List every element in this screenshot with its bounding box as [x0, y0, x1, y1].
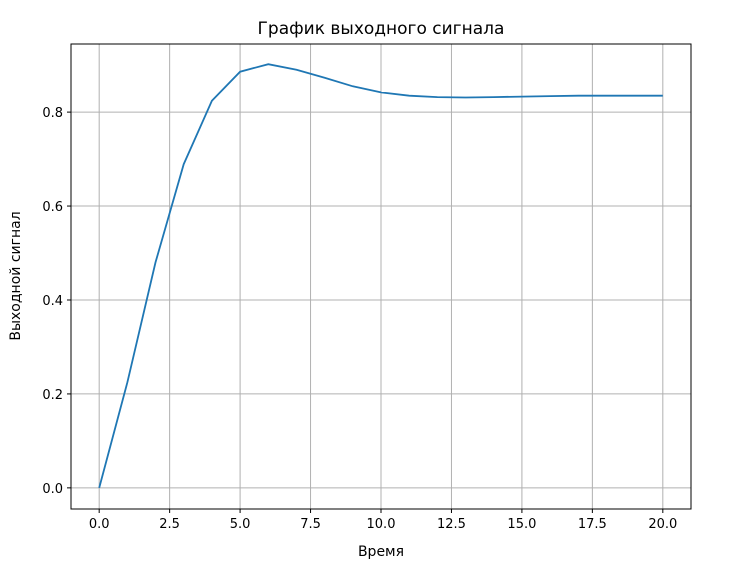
- y-tick-label: 0.8: [42, 106, 63, 121]
- x-tick-label: 7.5: [300, 517, 321, 532]
- y-tick-label: 0.2: [42, 388, 63, 403]
- x-axis-label: Время: [358, 544, 404, 560]
- x-tick-label: 2.5: [159, 517, 180, 532]
- y-axis-label: Выходной сигнал: [8, 211, 24, 340]
- x-tick-label: 10.0: [367, 517, 396, 532]
- x-tick-label: 12.5: [437, 517, 466, 532]
- x-tick-label: 0.0: [89, 517, 110, 532]
- y-tick-label: 0.0: [42, 482, 63, 497]
- series-line: [98, 63, 663, 489]
- y-tick-label: 0.6: [42, 200, 63, 215]
- y-tick-label: 0.4: [42, 294, 63, 309]
- x-tick-label: 15.0: [507, 517, 536, 532]
- chart-title: График выходного сигнала: [258, 19, 505, 39]
- x-tick-label: 5.0: [230, 517, 251, 532]
- x-tick-label: 17.5: [578, 517, 607, 532]
- x-tick-label: 20.0: [648, 517, 677, 532]
- grid: [71, 44, 691, 509]
